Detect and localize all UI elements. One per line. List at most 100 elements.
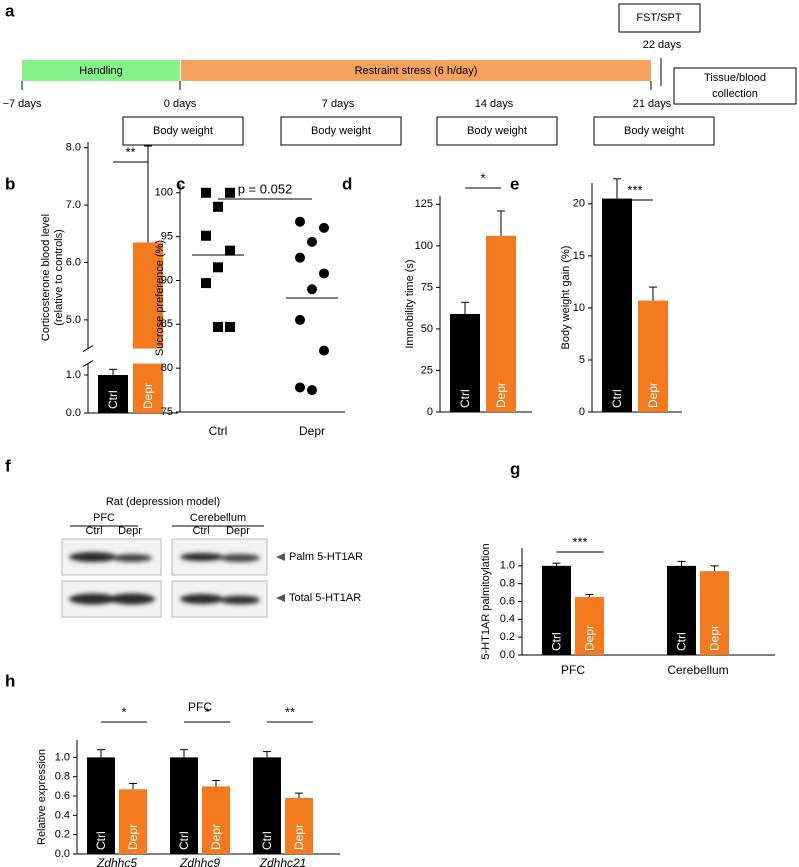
bar-label: Depr — [126, 824, 140, 850]
measure-box — [122, 116, 244, 146]
measure-box — [593, 116, 715, 146]
bar-label: Depr — [292, 824, 306, 850]
bar — [170, 757, 198, 854]
bar — [119, 789, 147, 854]
measure-box — [280, 116, 402, 146]
stress-label: Restraint stress (6 h/day) — [355, 65, 478, 77]
x-tick-label: PFC — [561, 663, 585, 677]
row-label: Total 5-HT1AR — [289, 592, 361, 604]
day-label: 14 days — [475, 98, 514, 110]
point — [319, 345, 329, 356]
day-label: 7 days — [322, 98, 355, 110]
lane-label: Ctrl — [192, 525, 209, 537]
bar-label: Ctrl — [260, 831, 274, 850]
lane-label: Depr — [118, 525, 142, 537]
test-label: FST/SPT — [636, 12, 682, 24]
significance-label: *** — [627, 182, 642, 197]
y-axis-label: Corticosterone blood level — [40, 214, 52, 341]
collection-label: Tissue/blood — [704, 72, 766, 84]
bar — [98, 375, 128, 413]
band — [69, 593, 117, 605]
y-tick-label: 75 — [421, 281, 433, 293]
band — [220, 554, 260, 562]
bar — [202, 786, 230, 854]
point — [225, 245, 235, 256]
y-tick-label: 75 — [161, 406, 173, 418]
bar — [133, 242, 163, 349]
y-tick-label: 20 — [573, 198, 585, 210]
band — [69, 552, 117, 562]
panel-label: a — [5, 1, 15, 20]
bar — [542, 565, 571, 655]
point — [295, 216, 305, 227]
y-tick-label: 125 — [415, 198, 433, 210]
y-tick-label: 5.0 — [66, 314, 81, 326]
test-day: 22 days — [643, 39, 682, 51]
y-tick-label: 0.4 — [500, 613, 515, 625]
y-tick-label: 0.2 — [500, 631, 515, 643]
region-label: PFC — [93, 512, 115, 524]
y-tick-label: 0 — [427, 406, 433, 418]
bar — [638, 300, 668, 412]
band — [180, 594, 224, 604]
bar — [285, 797, 313, 854]
arrowhead — [276, 553, 285, 561]
point — [201, 230, 211, 241]
point — [295, 314, 305, 325]
stress-bar — [181, 60, 651, 81]
y-tick-label: 85 — [161, 318, 173, 330]
y-tick-label: 7.0 — [66, 199, 81, 211]
band — [112, 554, 152, 562]
y-tick-label: 0 — [579, 406, 585, 418]
point — [307, 236, 317, 247]
y-tick-label: 80 — [161, 362, 173, 374]
bar-label: Ctrl — [610, 389, 624, 408]
y-tick-label: 1.0 — [500, 560, 515, 572]
point — [307, 284, 317, 295]
significance-label: * — [204, 704, 209, 719]
band — [180, 553, 224, 561]
y-axis-label: (relative to controls) — [53, 229, 65, 326]
significance-label: p = 0.052 — [238, 181, 293, 196]
point — [319, 268, 329, 279]
y-tick-label: 0.4 — [55, 809, 70, 821]
bar-label: Depr — [494, 382, 508, 408]
y-tick-label: 0.6 — [55, 790, 70, 802]
y-tick-label: 0.2 — [55, 829, 70, 841]
x-tick-label: Ctrl — [209, 424, 228, 438]
region-label: Cerebellum — [190, 512, 246, 524]
y-tick-label: 1.0 — [66, 369, 81, 381]
collection-box — [673, 67, 797, 105]
point — [307, 385, 317, 396]
bar — [87, 757, 115, 854]
y-axis-label: Immobility time (s) — [404, 259, 416, 348]
y-tick-label: 0.8 — [55, 771, 70, 783]
bar-label: Ctrl — [177, 831, 191, 850]
day-label: −7 days — [3, 98, 42, 110]
bar — [450, 313, 480, 412]
measure-label: Body weight — [311, 125, 371, 137]
panel-label: g — [510, 459, 520, 478]
panel-label: c — [176, 174, 185, 193]
significance-label: *** — [572, 534, 587, 549]
y-tick-label: 0.6 — [500, 595, 515, 607]
bar — [667, 565, 696, 655]
y-axis-label: Body weight gain (%) — [560, 246, 572, 350]
significance-label: ** — [125, 144, 135, 159]
significance-label: ** — [285, 704, 295, 719]
bar — [700, 571, 729, 655]
bar-label: Depr — [646, 382, 660, 408]
day-label: 0 days — [164, 98, 197, 110]
point — [295, 382, 305, 393]
measure-label: Body weight — [624, 125, 684, 137]
y-tick-label: 0.0 — [500, 649, 515, 661]
bar — [486, 235, 516, 412]
x-tick-label: Zdhhc5 — [96, 856, 137, 867]
row-label: Palm 5-HT1AR — [289, 551, 363, 563]
y-tick-label: 8.0 — [66, 142, 81, 154]
panel-label: d — [342, 174, 352, 193]
lane-label: Ctrl — [85, 525, 102, 537]
y-tick-label: 0.0 — [55, 848, 70, 860]
measure-label: Body weight — [153, 125, 213, 137]
